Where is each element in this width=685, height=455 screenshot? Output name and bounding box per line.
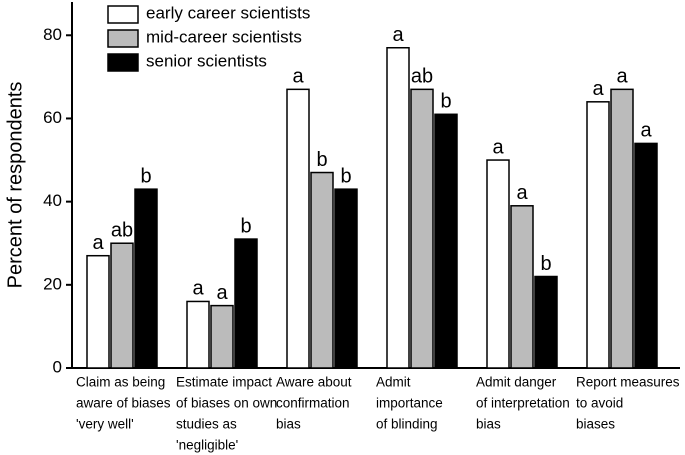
legend-swatch: [107, 29, 139, 48]
significance-letter: b: [140, 165, 151, 187]
legend-label: mid-career scientists: [146, 27, 302, 46]
x-tick-label: studies as: [176, 417, 237, 432]
bar: [234, 238, 258, 369]
legend-swatch: [107, 53, 139, 72]
y-tick-label: 60: [43, 108, 62, 127]
x-tick-label: of interpretation: [476, 396, 570, 411]
significance-letter: b: [440, 91, 451, 113]
bar: [386, 47, 410, 369]
bar: [486, 159, 510, 369]
significance-letter: ab: [111, 220, 133, 242]
y-tick-label: 80: [43, 25, 62, 44]
significance-letter: a: [616, 66, 628, 88]
bar: [86, 254, 110, 369]
x-tick-label: Aware about: [276, 375, 352, 390]
legend-label: early career scientists: [146, 3, 310, 22]
x-tick-label: 'very well': [76, 417, 134, 432]
y-axis-label: Percent of respondents: [4, 82, 26, 289]
significance-letter: a: [592, 78, 604, 100]
bar: [610, 88, 634, 369]
y-tick-label: 40: [43, 191, 62, 210]
bar: [510, 205, 534, 369]
bar: [534, 275, 558, 369]
bar: [210, 304, 234, 369]
significance-letter: a: [516, 182, 528, 204]
x-tick-label: bias: [276, 417, 301, 432]
significance-letter: b: [340, 165, 351, 187]
x-tick-label: to avoid: [576, 396, 623, 411]
x-tick-label: confirmation: [276, 396, 350, 411]
bar: [110, 242, 134, 369]
significance-letter: a: [640, 120, 652, 142]
y-tick-label: 20: [43, 274, 62, 293]
x-tick-label: aware of biases: [76, 396, 171, 411]
significance-letter: b: [316, 149, 327, 171]
bar: [634, 142, 658, 369]
bar: [334, 188, 358, 369]
legend-label: senior scientists: [146, 51, 267, 70]
x-tick-label: Admit danger: [476, 375, 557, 390]
bar: [310, 171, 334, 369]
x-tick-label: 'negligible': [176, 438, 238, 453]
x-tick-label: Report measures: [576, 375, 680, 390]
significance-letter: a: [92, 232, 104, 254]
significance-letter: a: [492, 136, 504, 158]
x-tick-label: Claim as being: [76, 375, 165, 390]
significance-letter: a: [192, 278, 204, 300]
significance-letter: b: [540, 253, 551, 275]
legend-swatch: [107, 5, 139, 24]
significance-letter: a: [216, 282, 228, 304]
significance-letter: ab: [411, 66, 433, 88]
bar: [410, 88, 434, 369]
bar: [186, 300, 210, 369]
bar: [134, 188, 158, 369]
significance-letter: a: [292, 66, 304, 88]
x-tick-label: biases: [576, 417, 615, 432]
significance-letter: a: [392, 24, 404, 46]
bar: [286, 88, 310, 369]
x-tick-label: bias: [476, 417, 501, 432]
bar: [434, 113, 458, 369]
x-tick-label: of biases on own: [176, 396, 277, 411]
significance-letter: b: [240, 215, 251, 237]
x-tick-label: Estimate impact: [176, 375, 272, 390]
x-tick-label: importance: [376, 396, 443, 411]
x-tick-label: of blinding: [376, 417, 438, 432]
y-tick-label: 0: [53, 357, 62, 376]
x-tick-label: Admit: [376, 375, 411, 390]
bar: [586, 101, 610, 369]
